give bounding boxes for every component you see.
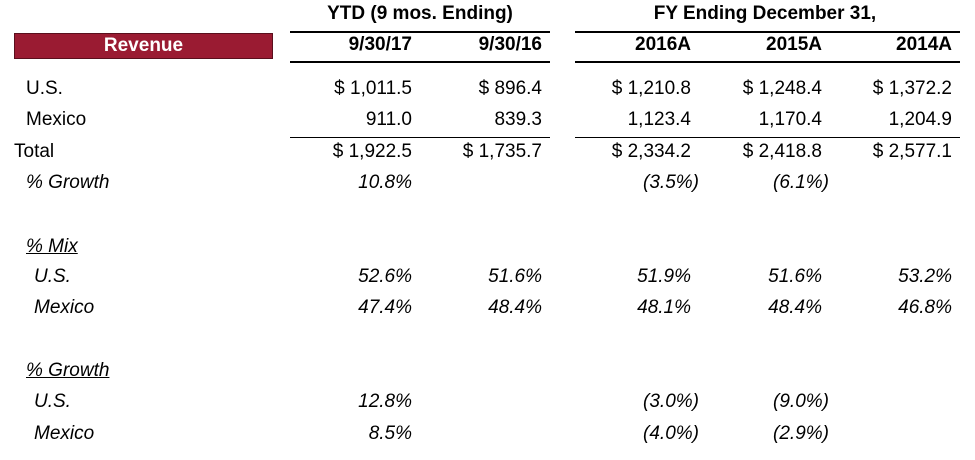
growth-value-2016a: (3.5%) bbox=[643, 172, 699, 193]
growth-section-mexico-2015a: (2.9%) bbox=[773, 423, 829, 444]
growth-section-us-2015a: (9.0%) bbox=[773, 391, 829, 412]
row-label-growth: % Growth bbox=[26, 172, 110, 193]
total-value-2014a: $ 2,577.1 bbox=[872, 141, 952, 162]
col-header-9-30-16: 9/30/16 bbox=[478, 34, 542, 55]
total-value-2015a: $ 2,418.8 bbox=[742, 141, 822, 162]
us-value-9-30-17: $ 1,011.5 bbox=[334, 78, 412, 99]
mexico-value-9-30-16: 839.3 bbox=[494, 109, 542, 130]
col-header-2016a: 2016A bbox=[635, 34, 691, 55]
subtotal-rule-fy bbox=[575, 137, 960, 138]
us-value-2015a: $ 1,248.4 bbox=[742, 78, 822, 99]
mix-mexico-2015a: 48.4% bbox=[768, 297, 822, 318]
revenue-header-box: Revenue bbox=[14, 33, 273, 59]
col-header-2014a: 2014A bbox=[896, 34, 952, 55]
growth-section-us-9-30-17: 12.8% bbox=[358, 391, 412, 412]
growth-section-us-2016a: (3.0%) bbox=[643, 391, 699, 412]
subtotal-rule-ytd bbox=[290, 137, 550, 138]
fy-group-rule bbox=[575, 31, 960, 33]
mexico-value-2016a: 1,123.4 bbox=[627, 109, 691, 130]
ytd-group-rule bbox=[290, 31, 550, 33]
mexico-value-2014a: 1,204.9 bbox=[888, 109, 952, 130]
row-label-total: Total bbox=[14, 141, 55, 162]
mix-mexico-2014a: 46.8% bbox=[898, 297, 952, 318]
total-value-9-30-17: $ 1,922.5 bbox=[332, 141, 412, 162]
header-rule-ytd bbox=[290, 61, 550, 63]
mix-mexico-2016a: 48.1% bbox=[637, 297, 691, 318]
us-value-2014a: $ 1,372.2 bbox=[872, 78, 952, 99]
col-header-2015a: 2015A bbox=[766, 34, 822, 55]
mix-section-title: % Mix bbox=[26, 236, 78, 257]
us-value-2016a: $ 1,210.8 bbox=[611, 78, 691, 99]
growth-section-mexico-2016a: (4.0%) bbox=[643, 423, 699, 444]
mix-label-mexico: Mexico bbox=[34, 297, 95, 318]
mix-us-2016a: 51.9% bbox=[637, 266, 691, 287]
growth-value-2015a: (6.1%) bbox=[773, 172, 829, 193]
us-value-9-30-16: $ 896.4 bbox=[478, 78, 542, 99]
mix-label-us: U.S. bbox=[34, 266, 71, 287]
total-value-9-30-16: $ 1,735.7 bbox=[462, 141, 542, 162]
mix-us-9-30-16: 51.6% bbox=[488, 266, 542, 287]
growth-section-label-mexico: Mexico bbox=[34, 423, 95, 444]
mexico-value-9-30-17: 911.0 bbox=[365, 109, 412, 130]
growth-section-title: % Growth bbox=[26, 360, 110, 381]
mix-us-2015a: 51.6% bbox=[768, 266, 822, 287]
row-label-us: U.S. bbox=[26, 78, 63, 99]
mix-mexico-9-30-16: 48.4% bbox=[488, 297, 542, 318]
col-header-9-30-17: 9/30/17 bbox=[348, 34, 412, 55]
fy-group-header: FY Ending December 31, bbox=[653, 3, 877, 24]
mix-us-9-30-17: 52.6% bbox=[358, 266, 412, 287]
row-label-mexico: Mexico bbox=[26, 109, 87, 130]
growth-section-mexico-9-30-17: 8.5% bbox=[368, 423, 412, 444]
revenue-header-label: Revenue bbox=[103, 35, 184, 56]
mix-mexico-9-30-17: 47.4% bbox=[358, 297, 412, 318]
growth-section-label-us: U.S. bbox=[34, 391, 71, 412]
mexico-value-2015a: 1,170.4 bbox=[758, 109, 822, 130]
header-rule-fy bbox=[575, 61, 960, 63]
total-value-2016a: $ 2,334.2 bbox=[611, 141, 691, 162]
growth-value-9-30-17: 10.8% bbox=[358, 172, 412, 193]
ytd-group-header: YTD (9 mos. Ending) bbox=[327, 3, 513, 24]
mix-us-2014a: 53.2% bbox=[898, 266, 952, 287]
